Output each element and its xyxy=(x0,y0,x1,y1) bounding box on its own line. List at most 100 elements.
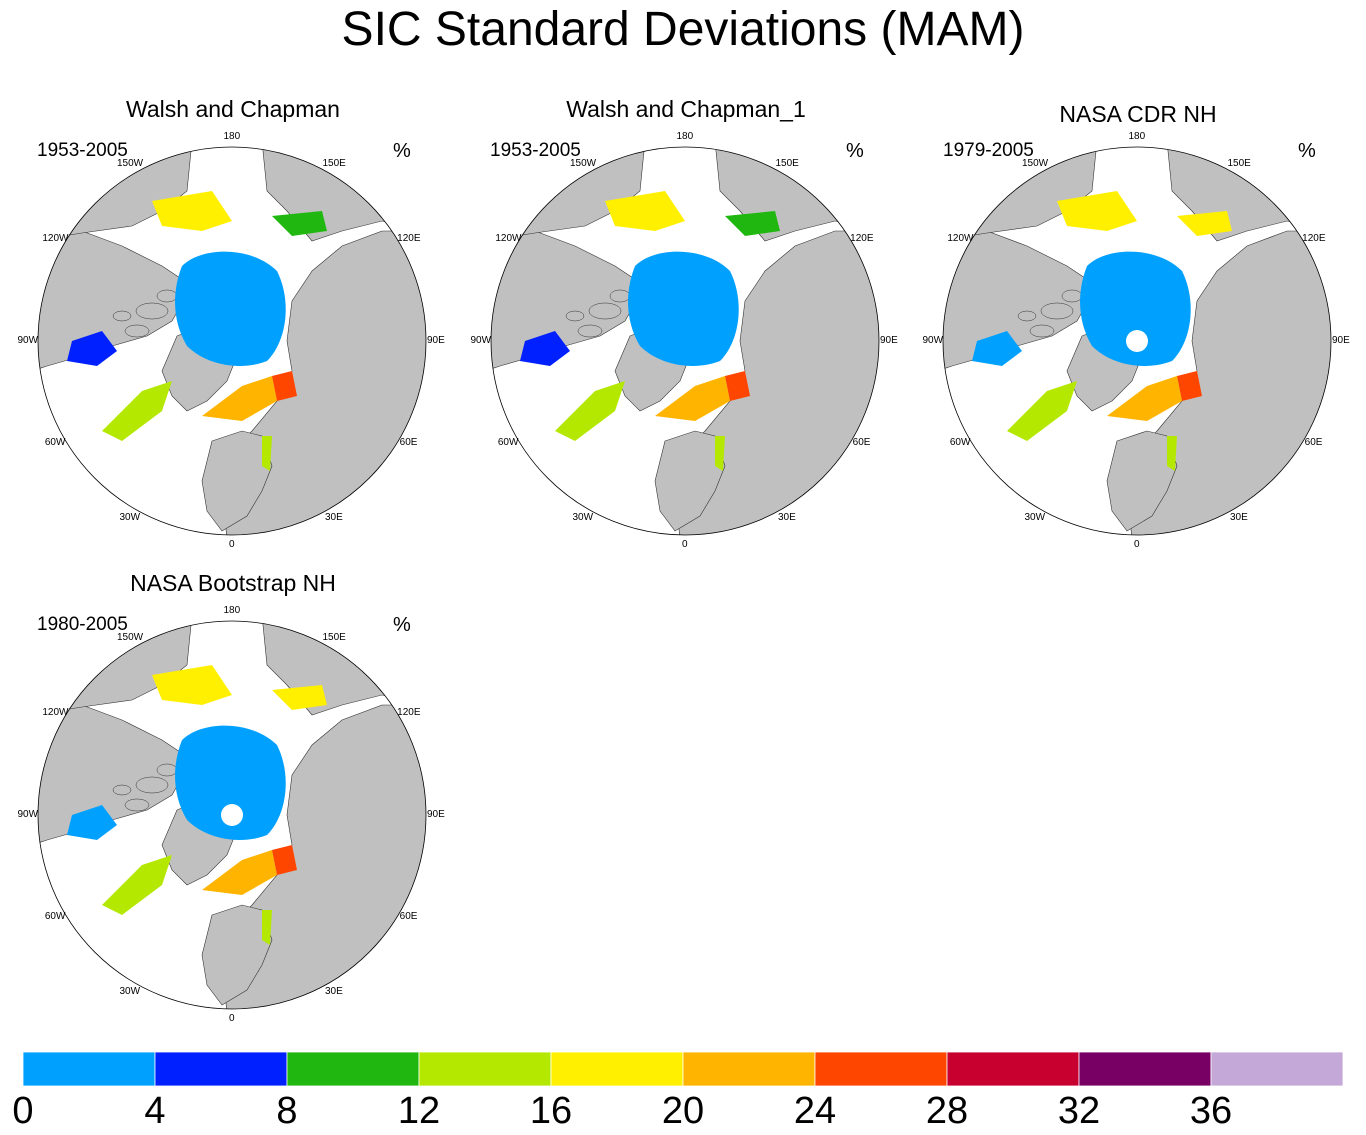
longitude-label: 30E xyxy=(325,511,343,523)
colorbar-tick-label: 32 xyxy=(1057,1090,1101,1132)
colorbar-segment xyxy=(286,1052,420,1086)
sea-ice-region xyxy=(1057,191,1137,231)
land-island xyxy=(565,310,585,322)
polar-map-4 xyxy=(37,620,427,1010)
colorbar-segment xyxy=(1078,1052,1212,1086)
sea-ice-region xyxy=(1177,371,1202,401)
sea-ice-region xyxy=(1107,376,1182,421)
colorbar-segment xyxy=(682,1052,816,1086)
colorbar-segment xyxy=(814,1052,948,1086)
land-north-america xyxy=(38,694,193,846)
land-north-america xyxy=(491,220,646,372)
panel-unit-nasa-bootstrap: % xyxy=(393,614,411,636)
longitude-label: 60E xyxy=(852,437,871,448)
longitude-label: 0 xyxy=(229,539,235,550)
land-island xyxy=(135,302,169,320)
sea-ice-region xyxy=(262,436,272,471)
sea-ice-region xyxy=(1080,251,1191,366)
longitude-label: 120E xyxy=(397,233,421,244)
land-scandinavia xyxy=(654,430,726,532)
longitude-label: 30W xyxy=(1024,511,1046,523)
land-north-america xyxy=(38,220,193,372)
land-island xyxy=(1017,310,1037,322)
longitude-label: 60W xyxy=(497,437,519,448)
longitude-label: 180 xyxy=(1128,131,1146,142)
land-island xyxy=(156,763,178,777)
longitude-label: 150E xyxy=(1227,158,1251,170)
longitude-label: 30W xyxy=(572,511,594,523)
polar-map-2 xyxy=(490,146,880,536)
sea-ice-region xyxy=(655,376,730,421)
sea-ice-region xyxy=(262,910,272,945)
land-island xyxy=(112,310,132,322)
land-scandinavia xyxy=(201,430,273,532)
colorbar-segment xyxy=(418,1052,552,1086)
longitude-label: 150E xyxy=(775,158,799,170)
colorbar-tick-label: 8 xyxy=(276,1090,298,1132)
sea-ice-region xyxy=(102,855,172,915)
longitude-label: 120W xyxy=(42,707,69,718)
longitude-label: 30W xyxy=(119,985,141,997)
land-island xyxy=(609,289,631,303)
longitude-label: 90E xyxy=(427,335,445,346)
sea-ice-region xyxy=(605,191,685,231)
longitude-label: 60E xyxy=(399,911,418,922)
sea-ice-region xyxy=(1007,381,1077,441)
pole-hole xyxy=(1126,330,1148,352)
longitude-label: 90W xyxy=(922,335,944,346)
sea-ice-region xyxy=(272,845,297,875)
map-boundary xyxy=(942,146,1332,536)
colorbar-tick-label: 36 xyxy=(1189,1090,1233,1132)
sea-ice-region xyxy=(102,381,172,441)
sea-ice-region xyxy=(725,211,780,236)
longitude-label: 180 xyxy=(223,605,241,616)
polar-map-3 xyxy=(942,146,1332,536)
colorbar-tick-label: 20 xyxy=(661,1090,705,1132)
longitude-label: 180 xyxy=(223,131,241,142)
land-island xyxy=(112,784,132,796)
longitude-label: 60W xyxy=(44,911,66,922)
map-boundary xyxy=(37,146,427,536)
longitude-label: 0 xyxy=(682,539,688,550)
colorbar-segment xyxy=(23,1052,156,1086)
sea-ice-region xyxy=(272,371,297,401)
longitude-label: 90E xyxy=(427,809,445,820)
land-island xyxy=(1029,324,1055,338)
longitude-label: 0 xyxy=(229,1013,235,1024)
sea-ice-region xyxy=(725,371,750,401)
land-island xyxy=(135,776,169,794)
panel-title-nasa-bootstrap: NASA Bootstrap NH xyxy=(130,570,336,596)
land-island xyxy=(577,324,603,338)
land-island xyxy=(124,324,150,338)
panel-title-nasa-cdr: NASA CDR NH xyxy=(1059,101,1217,127)
sea-ice-region xyxy=(1177,211,1232,236)
sea-ice-region xyxy=(175,251,286,366)
longitude-label: 150W xyxy=(570,158,597,170)
sea-ice-region xyxy=(67,805,117,840)
colorbar-tick-label: 24 xyxy=(793,1090,837,1132)
sea-ice-region xyxy=(175,725,286,840)
main-title: SIC Standard Deviations (MAM) xyxy=(341,3,1025,56)
longitude-label: 30E xyxy=(778,511,796,523)
longitude-label: 30E xyxy=(325,985,343,997)
land-scandinavia xyxy=(201,904,273,1006)
panel-unit-walsh-chapman: % xyxy=(393,140,411,162)
sea-ice-region xyxy=(555,381,625,441)
longitude-label: 60E xyxy=(399,437,418,448)
pole-hole xyxy=(221,804,243,826)
longitude-label: 120W xyxy=(42,233,69,244)
colorbar-segment xyxy=(1210,1052,1343,1086)
sea-ice-region xyxy=(715,436,725,471)
colorbar-tick-label: 16 xyxy=(529,1090,573,1132)
colorbar-tick-label: 4 xyxy=(144,1090,166,1132)
panel-period-walsh-chapman: 1953-2005 xyxy=(37,140,128,161)
colorbar-tick-label: 12 xyxy=(397,1090,441,1132)
map-boundary xyxy=(490,146,880,536)
land-north-america xyxy=(943,220,1098,372)
colorbar-tick-label: 28 xyxy=(925,1090,969,1132)
panel-title-walsh-chapman: Walsh and Chapman xyxy=(126,96,340,122)
sea-ice-region xyxy=(1167,436,1177,471)
panel-period-nasa-bootstrap: 1980-2005 xyxy=(37,614,128,635)
polar-map-1 xyxy=(37,146,427,536)
sea-ice-region xyxy=(202,850,277,895)
